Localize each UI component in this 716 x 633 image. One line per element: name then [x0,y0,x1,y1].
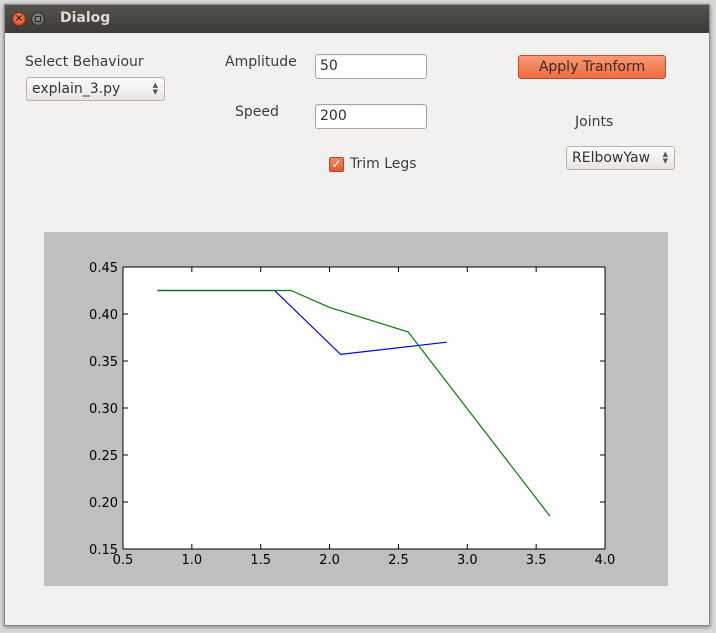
y-tick-label: 0.30 [89,402,118,417]
y-tick-label: 0.40 [89,308,118,323]
select-behaviour-label: Select Behaviour [25,54,144,70]
y-tick-label: 0.35 [89,355,118,370]
title-bar[interactable]: × Dialog [5,5,709,33]
x-tick-label: 0.5 [113,553,134,568]
series-line-2 [157,289,551,517]
check-icon: ✓ [331,157,342,171]
axes-frame [122,266,606,550]
x-tick-label: 3.5 [526,553,547,568]
apply-transform-button[interactable]: Apply Tranform [518,55,666,79]
trim-legs-checkbox[interactable]: ✓ [329,157,344,172]
x-tick-label: 1.5 [250,553,271,568]
amplitude-label: Amplitude [225,54,297,70]
line-chart: 0.5 1.0 1.5 2.0 2.5 3.0 3.5 4.0 0.15 0.20 0.25 0.30… [89,261,616,568]
x-tick-label: 2.5 [388,553,409,568]
joints-select[interactable]: RElbowYaw ▲ ▼ [566,146,675,170]
speed-input[interactable]: 200 [315,104,427,129]
y-tick-label: 0.25 [89,449,118,464]
updown-arrows-icon: ▲ ▼ [662,150,668,165]
behaviour-select[interactable]: explain_3.py ▲ ▼ [26,77,165,101]
x-tick-label: 3.0 [457,553,478,568]
dialog-window: × Dialog Select Behaviour explain_3.py ▲… [4,4,710,626]
behaviour-select-value: explain_3.py [32,81,121,97]
amplitude-input[interactable]: 50 [315,54,427,79]
joints-select-value: RElbowYaw [572,150,651,166]
plot-canvas: 0.5 1.0 1.5 2.0 2.5 3.0 3.5 4.0 0.15 0.20 0.25 0.30… [44,232,668,586]
x-tick-label: 1.0 [182,553,203,568]
x-tick-label: 4.0 [595,553,616,568]
window-title: Dialog [60,10,111,26]
close-icon[interactable]: × [12,12,26,26]
updown-arrows-icon: ▲ ▼ [152,81,158,96]
y-tick-label: 0.45 [89,261,118,276]
y-tick-label: 0.20 [89,496,118,511]
trim-legs-label[interactable]: Trim Legs [350,156,417,172]
y-tick-label: 0.15 [89,543,118,558]
speed-label: Speed [235,104,279,120]
x-tick-label: 2.0 [319,553,340,568]
minimize-icon[interactable] [31,12,45,26]
joints-label: Joints [575,114,614,130]
